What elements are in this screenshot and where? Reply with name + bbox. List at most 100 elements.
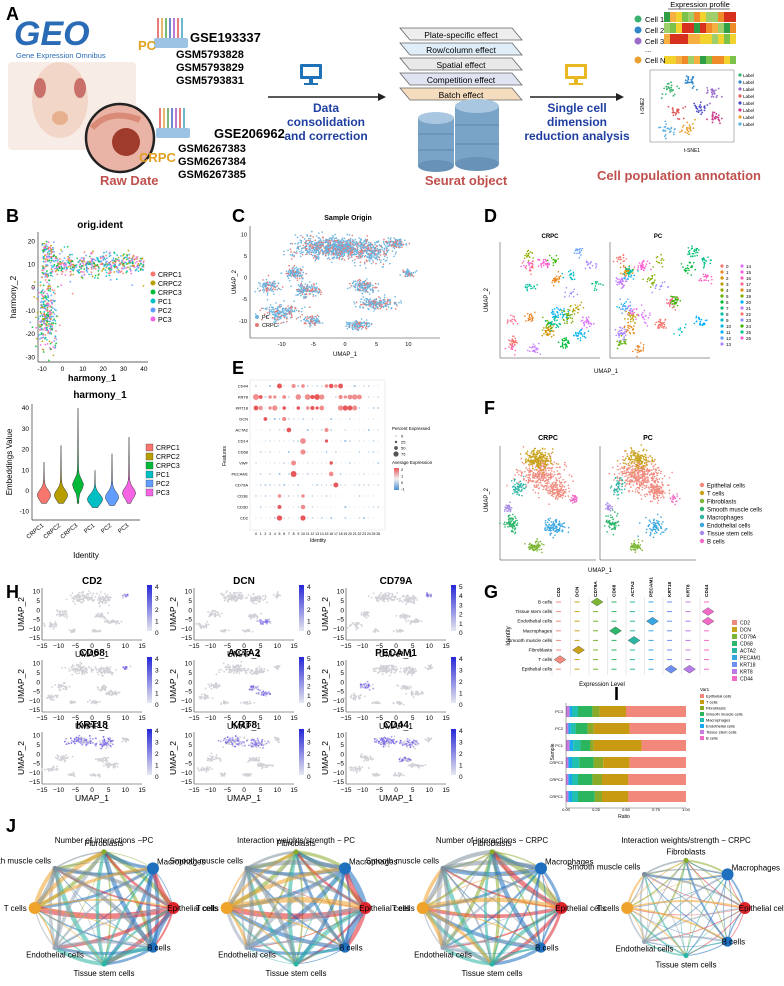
violin-title: harmony_1 (73, 390, 127, 401)
cluster-point (539, 353, 542, 355)
cluster-point (559, 275, 562, 277)
cluster-point (584, 331, 586, 334)
umap-point (277, 282, 280, 285)
harmony-point (105, 257, 108, 260)
d-xlabel: UMAP_1 (594, 369, 619, 375)
cluster-point (642, 278, 644, 281)
umap-point (370, 304, 373, 306)
cluster-point (526, 286, 528, 289)
harmony-point (43, 311, 46, 313)
tsne-point (665, 123, 668, 125)
umap-point (365, 301, 368, 304)
heatmap-cell (676, 34, 682, 44)
umap-point (347, 244, 350, 247)
harmony-point (115, 259, 118, 262)
cluster-point (621, 308, 624, 310)
c-legend-pc-dot (255, 315, 259, 319)
harmony-point (41, 304, 43, 307)
umap-point (314, 320, 317, 322)
harmony-point (52, 265, 55, 268)
umap-point (376, 306, 379, 308)
cluster-point (554, 317, 556, 320)
umap-point (349, 249, 352, 252)
umap-point (297, 248, 300, 250)
umap-point (272, 290, 275, 293)
umap-point (315, 287, 318, 290)
vx-tick: PC1 (83, 523, 96, 536)
umap-point (404, 239, 406, 242)
legend-label: CRPC1 (158, 272, 182, 279)
cluster-point (573, 278, 576, 281)
umap-point (265, 282, 268, 285)
umap-point (294, 234, 297, 236)
umap-point (288, 279, 291, 282)
cluster-point (625, 258, 627, 260)
cluster-point (569, 317, 572, 319)
harmony-point (91, 264, 94, 267)
umap-point (310, 319, 312, 322)
cluster-point (706, 274, 709, 276)
umap-point (286, 318, 288, 320)
umap-point (327, 243, 330, 245)
umap-point (306, 315, 309, 318)
cluster-point (550, 335, 553, 338)
cluster-point (511, 318, 514, 321)
harmony-point (39, 338, 41, 340)
umap-point (353, 321, 355, 323)
umap-point (387, 249, 390, 251)
cluster-point (580, 249, 583, 252)
harmony-point (50, 255, 52, 258)
harmony-point (49, 348, 52, 350)
umap-point (386, 256, 389, 259)
umap-point (379, 254, 382, 256)
umap-point (374, 300, 377, 303)
tsne-point (663, 135, 666, 138)
umap-point (325, 245, 327, 247)
cluster-point (635, 318, 637, 320)
cluster-point (656, 255, 659, 258)
umap-point (352, 281, 355, 284)
umap-point (273, 280, 275, 283)
cluster-point (624, 318, 626, 320)
harmony-point (138, 264, 141, 267)
umap-point (387, 298, 389, 301)
harmony-point (47, 285, 50, 288)
harmony-point (44, 329, 47, 332)
harmony-point (82, 257, 85, 260)
umap-point (301, 253, 304, 256)
cluster-point (543, 261, 545, 263)
cluster-point (589, 267, 592, 270)
umap-point (334, 239, 336, 242)
harmony-point (40, 333, 43, 335)
cluster-point (625, 308, 627, 310)
umap-point (356, 246, 359, 248)
cluster-point (637, 313, 639, 316)
tsne-point (719, 122, 721, 125)
harmony-point (90, 268, 93, 271)
violin-shape (87, 470, 103, 508)
cluster-point (705, 275, 708, 278)
cluster-point (523, 264, 525, 267)
d-legend-dot (720, 270, 724, 274)
umap-point (328, 238, 331, 240)
harmony-point (63, 257, 66, 260)
cluster-point (540, 266, 543, 268)
cluster-point (621, 305, 624, 308)
harmony-point (143, 260, 145, 263)
umap-point (293, 310, 296, 313)
umap-point (310, 287, 312, 289)
geo-subtitle: Gene Expression Omnibus (16, 51, 106, 60)
cluster-point (616, 260, 619, 263)
cluster-point (527, 259, 530, 262)
heatmap-cell (706, 23, 712, 33)
cluster-point (615, 280, 617, 282)
harmony-point (49, 285, 52, 287)
cluster-point (591, 264, 594, 267)
cluster-point (690, 274, 693, 276)
cluster-point (663, 281, 666, 283)
umap-point (310, 243, 312, 245)
umap-point (365, 267, 367, 269)
cluster-point (585, 326, 588, 329)
heatmap-cell (670, 23, 676, 33)
legend-dot (150, 280, 156, 286)
